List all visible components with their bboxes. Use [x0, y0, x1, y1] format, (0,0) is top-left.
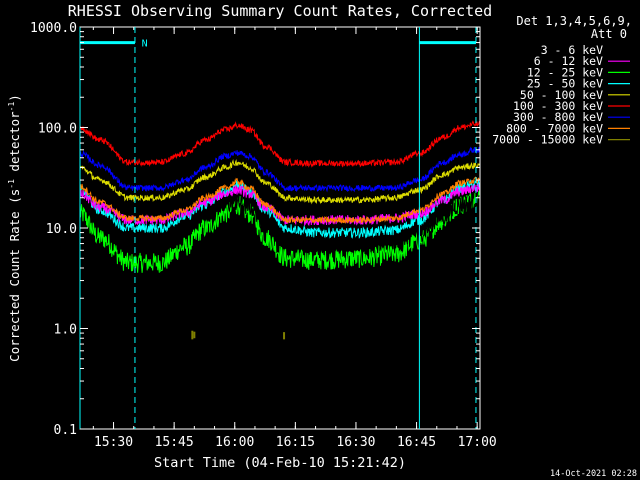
y-axis-label-sup2: -1	[7, 102, 16, 112]
series-line-3	[80, 178, 480, 239]
legend-label-2: 12 - 25 keV	[527, 65, 603, 79]
y-tick-label-3: 100.0	[38, 122, 77, 137]
x-tick-label-5: 16:45	[397, 435, 436, 450]
legend-label-3: 25 - 50 keV	[527, 77, 603, 91]
plot-area	[80, 120, 480, 340]
y-tick-label-1: 1.0	[54, 323, 77, 338]
series-line-6	[80, 146, 480, 193]
legend-label-7: 800 - 7000 keV	[506, 121, 603, 135]
y-axis-label: Corrected Count Rate (s-1 detector-1)	[7, 94, 22, 362]
legend-label-8: 7000 - 15000 keV	[492, 133, 603, 147]
timestamp: 14-Oct-2021 02:28	[550, 469, 637, 479]
x-tick-label-1: 15:45	[155, 435, 194, 450]
series-line-7	[80, 176, 480, 224]
x-tick-label-0: 15:30	[94, 435, 133, 450]
y-tick-label-2: 10.0	[46, 222, 77, 237]
legend-header-line-1: Det 1,3,4,5,6,9,	[516, 14, 632, 28]
x-tick-label-3: 16:15	[276, 435, 315, 450]
marker-label: N	[142, 39, 148, 50]
y-axis-label-sup1: -1	[7, 179, 16, 189]
x-tick-label-4: 16:30	[336, 435, 375, 450]
legend-label-4: 50 - 100 keV	[520, 88, 603, 102]
series-line-4	[80, 158, 480, 205]
x-axis-label: Start Time (04-Feb-10 15:21:42)	[154, 455, 406, 471]
y-axis-label-end: )	[7, 94, 22, 102]
y-tick-label-0: 0.1	[54, 423, 77, 438]
x-tick-label-6: 17:00	[458, 435, 497, 450]
y-axis-label-main: Corrected Count Rate (s	[7, 189, 22, 362]
chart-title: RHESSI Observing Summary Count Rates, Co…	[68, 2, 492, 20]
legend-label-1: 6 - 12 keV	[534, 54, 603, 68]
legend-header-line-2: Att 0	[591, 27, 627, 41]
series-line-5	[80, 120, 480, 168]
y-tick-label-4: 1000.0	[30, 21, 77, 36]
series-line-0	[80, 191, 480, 253]
legend-label-5: 100 - 300 keV	[513, 99, 603, 113]
y-axis-label-mid: detector	[7, 111, 22, 179]
legend-label-0: 3 - 6 keV	[541, 43, 603, 57]
legend-label-6: 300 - 800 keV	[513, 110, 603, 124]
x-tick-label-2: 16:00	[215, 435, 254, 450]
